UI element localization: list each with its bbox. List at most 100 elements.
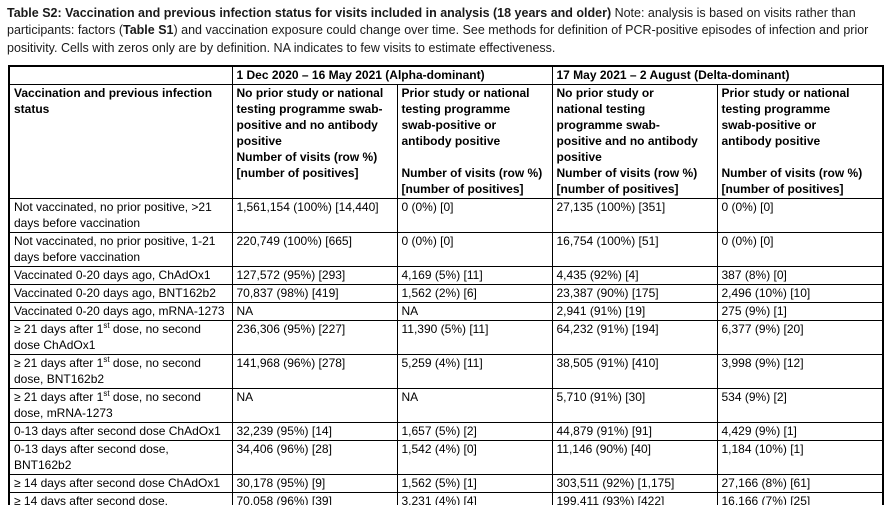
row-label-text: 0-13 days after second dose, BNT162b2 xyxy=(14,442,169,473)
period-header-row: 1 Dec 2020 – 16 May 2021 (Alpha-dominant… xyxy=(8,65,884,86)
row-label-cell: Vaccinated 0-20 days ago, ChAdOx1 xyxy=(8,266,233,286)
value-cell-alpha-no-prior: 236,306 (95%) [227] xyxy=(231,320,398,356)
caption-title: Table S2: Vaccination and previous infec… xyxy=(7,6,612,20)
row-label-text: Not vaccinated, no prior positive, >21 d… xyxy=(14,200,212,231)
value-cell-alpha-no-prior: 32,239 (95%) [14] xyxy=(231,422,398,442)
col-header-description: Prior study or national testing programm… xyxy=(401,86,530,149)
value-cell-alpha-no-prior: 127,572 (95%) [293] xyxy=(231,266,398,286)
period-header-delta: 17 May 2021 – 2 August (Delta-dominant) xyxy=(551,65,884,86)
value-cell-alpha-no-prior: 220,749 (100%) [665] xyxy=(231,232,398,268)
col-header-alpha-no-prior: No prior study or national testing progr… xyxy=(231,84,398,200)
value-cell-delta-prior: 0 (0%) [0] xyxy=(716,232,884,268)
column-header-row: Vaccination and previous infection statu… xyxy=(8,84,884,200)
caption-table-s1-reference: Table S1 xyxy=(123,23,174,38)
row-label-text: 0-13 days after second dose ChAdOx1 xyxy=(14,424,221,439)
value-cell-alpha-prior: 4,169 (5%) [11] xyxy=(396,266,553,286)
value-cell-delta-no-prior: 11,146 (90%) [40] xyxy=(551,440,718,476)
value-cell-alpha-no-prior: NA xyxy=(231,302,398,322)
value-cell-alpha-prior: NA xyxy=(396,302,553,322)
value-cell-delta-no-prior: 38,505 (91%) [410] xyxy=(551,354,718,390)
value-cell-alpha-no-prior: 34,406 (96%) [28] xyxy=(231,440,398,476)
value-cell-delta-no-prior: 4,435 (92%) [4] xyxy=(551,266,718,286)
caption-note-continued: ) and vaccination exposure could change … xyxy=(7,23,869,55)
row-label-cell: Vaccinated 0-20 days ago, BNT162b2 xyxy=(8,284,233,304)
row-label-text: ≥ 14 days after second dose, BNT162b2 xyxy=(14,494,169,505)
row-label-text-continued: dose, no second dose, mRNA-1273 xyxy=(14,390,201,421)
value-cell-delta-prior: 534 (9%) [2] xyxy=(716,388,884,424)
value-cell-alpha-prior: 1,542 (4%) [0] xyxy=(396,440,553,476)
row-label-superscript: st xyxy=(103,389,110,399)
value-cell-alpha-prior: 1,657 (5%) [2] xyxy=(396,422,553,442)
value-cell-alpha-prior: 5,259 (4%) [11] xyxy=(396,354,553,390)
period-header-alpha: 1 Dec 2020 – 16 May 2021 (Alpha-dominant… xyxy=(231,65,553,86)
table-row: ≥ 14 days after second dose, BNT162b2 70… xyxy=(8,492,884,505)
row-label-text-continued: dose, no second dose, BNT162b2 xyxy=(14,356,201,387)
row-label-text: Vaccinated 0-20 days ago, mRNA-1273 xyxy=(14,304,225,319)
table-row: Vaccinated 0-20 days ago, ChAdOx1 127,57… xyxy=(8,266,884,286)
value-cell-alpha-no-prior: 70,058 (96%) [39] xyxy=(231,492,398,505)
col-header-delta-no-prior: No prior study or national testing progr… xyxy=(551,84,718,200)
corner-empty-cell xyxy=(8,65,233,86)
row-label-cell: 0-13 days after second dose ChAdOx1 xyxy=(8,422,233,442)
row-label-text-continued: dose, no second dose ChAdOx1 xyxy=(14,322,201,353)
table-row: ≥ 14 days after second dose ChAdOx1 30,1… xyxy=(8,474,884,494)
row-label-cell: Vaccinated 0-20 days ago, mRNA-1273 xyxy=(8,302,233,322)
row-label-cell: ≥ 14 days after second dose ChAdOx1 xyxy=(8,474,233,494)
value-cell-alpha-no-prior: 70,837 (98%) [419] xyxy=(231,284,398,304)
value-cell-alpha-prior: 1,562 (5%) [1] xyxy=(396,474,553,494)
col-header-alpha-prior: Prior study or national testing programm… xyxy=(396,84,553,200)
value-cell-delta-prior: 4,429 (9%) [1] xyxy=(716,422,884,442)
value-cell-delta-no-prior: 44,879 (91%) [91] xyxy=(551,422,718,442)
table-caption: Table S2: Vaccination and previous infec… xyxy=(7,5,885,57)
row-dimension-header: Vaccination and previous infection statu… xyxy=(8,84,233,200)
table-row: Not vaccinated, no prior positive, >21 d… xyxy=(8,198,884,234)
col-header-metric: Number of visits (row %) [number of posi… xyxy=(721,166,863,197)
table-row: ≥ 21 days after 1st dose, no second dose… xyxy=(8,354,884,390)
row-label-text: ≥ 14 days after second dose ChAdOx1 xyxy=(14,476,221,491)
value-cell-delta-no-prior: 64,232 (91%) [194] xyxy=(551,320,718,356)
col-header-metric: Number of visits (row %) [number of posi… xyxy=(556,166,698,197)
row-label-text: Vaccinated 0-20 days ago, ChAdOx1 xyxy=(14,268,211,283)
value-cell-delta-no-prior: 199,411 (93%) [422] xyxy=(551,492,718,505)
value-cell-delta-prior: 3,998 (9%) [12] xyxy=(716,354,884,390)
col-header-description: No prior study or national testing progr… xyxy=(236,86,384,149)
row-label-superscript: st xyxy=(103,321,110,331)
caption-note: Note: analysis is based on visits rather… xyxy=(7,6,856,38)
table-header: 1 Dec 2020 – 16 May 2021 (Alpha-dominant… xyxy=(8,65,884,200)
table-body: Not vaccinated, no prior positive, >21 d… xyxy=(8,198,884,505)
table-row: Not vaccinated, no prior positive, 1-21 … xyxy=(8,232,884,268)
value-cell-alpha-prior: 0 (0%) [0] xyxy=(396,232,553,268)
value-cell-delta-prior: 2,496 (10%) [10] xyxy=(716,284,884,304)
row-label-cell: Not vaccinated, no prior positive, 1-21 … xyxy=(8,232,233,268)
value-cell-delta-prior: 6,377 (9%) [20] xyxy=(716,320,884,356)
row-label-cell: ≥ 21 days after 1st dose, no second dose… xyxy=(8,388,233,424)
col-header-metric: Number of visits (row %) [number of posi… xyxy=(401,166,543,197)
row-label-cell: ≥ 14 days after second dose, BNT162b2 xyxy=(8,492,233,505)
table-row: Vaccinated 0-20 days ago, mRNA-1273 NA N… xyxy=(8,302,884,322)
value-cell-delta-prior: 16,166 (7%) [25] xyxy=(716,492,884,505)
value-cell-delta-prior: 1,184 (10%) [1] xyxy=(716,440,884,476)
value-cell-delta-no-prior: 303,511 (92%) [1,175] xyxy=(551,474,718,494)
row-label-text: ≥ 21 days after 1 xyxy=(14,390,104,405)
value-cell-alpha-no-prior: 1,561,154 (100%) [14,440] xyxy=(231,198,398,234)
table-row: ≥ 21 days after 1st dose, no second dose… xyxy=(8,388,884,424)
value-cell-alpha-prior: NA xyxy=(396,388,553,424)
value-cell-delta-no-prior: 2,941 (91%) [19] xyxy=(551,302,718,322)
value-cell-delta-no-prior: 27,135 (100%) [351] xyxy=(551,198,718,234)
value-cell-delta-prior: 275 (9%) [1] xyxy=(716,302,884,322)
value-cell-delta-prior: 387 (8%) [0] xyxy=(716,266,884,286)
value-cell-alpha-no-prior: 30,178 (95%) [9] xyxy=(231,474,398,494)
value-cell-delta-prior: 0 (0%) [0] xyxy=(716,198,884,234)
row-label-text: ≥ 21 days after 1 xyxy=(14,322,104,337)
table-row: Vaccinated 0-20 days ago, BNT162b2 70,83… xyxy=(8,284,884,304)
value-cell-alpha-prior: 1,562 (2%) [6] xyxy=(396,284,553,304)
col-header-metric: Number of visits (row %) [number of posi… xyxy=(236,150,378,181)
row-label-cell: ≥ 21 days after 1st dose, no second dose… xyxy=(8,320,233,356)
col-header-description: Prior study or national testing programm… xyxy=(721,86,850,149)
table-row: ≥ 21 days after 1st dose, no second dose… xyxy=(8,320,884,356)
value-cell-alpha-prior: 0 (0%) [0] xyxy=(396,198,553,234)
table-row: 0-13 days after second dose, BNT162b2 34… xyxy=(8,440,884,476)
col-header-description: No prior study or national testing progr… xyxy=(556,86,698,165)
value-cell-alpha-no-prior: NA xyxy=(231,388,398,424)
